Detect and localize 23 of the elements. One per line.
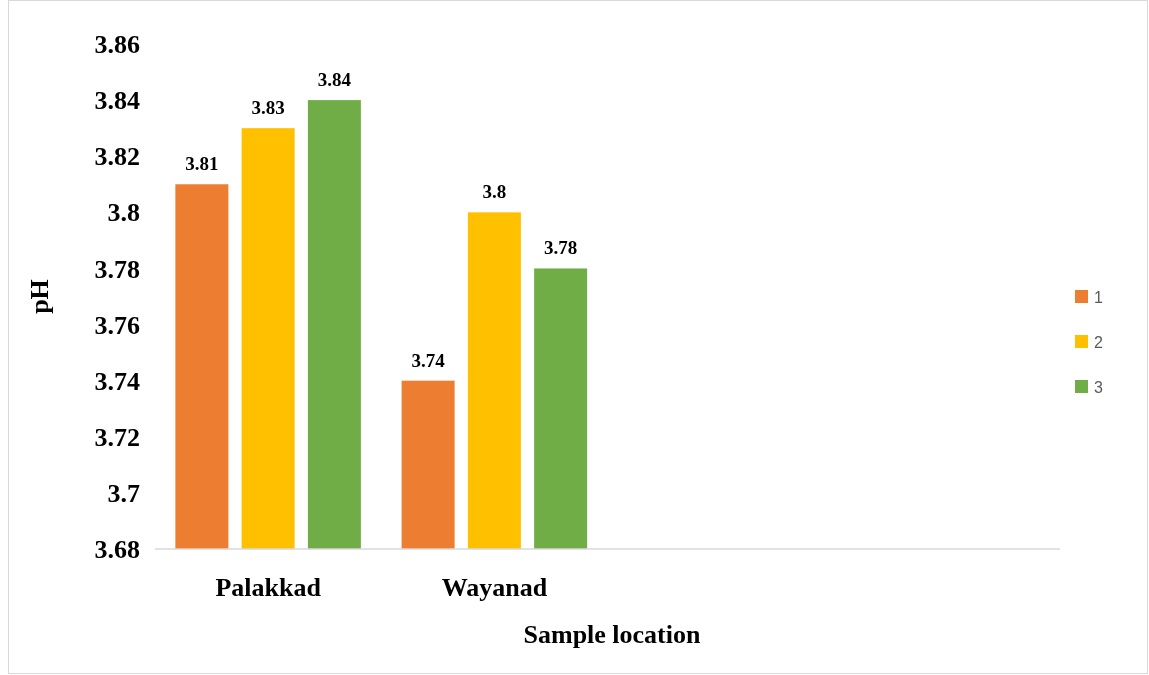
data-label: 3.83 — [251, 97, 285, 119]
y-tick-label: 3.76 — [94, 310, 140, 340]
x-tick-label: Wayanad — [441, 573, 548, 602]
x-axis-title: Sample location — [523, 620, 702, 649]
legend-label: 1 — [1094, 288, 1103, 306]
y-axis-title: pH — [25, 279, 54, 314]
legend-label: 2 — [1094, 333, 1103, 351]
data-label: 3.81 — [185, 153, 219, 175]
y-tick-label: 3.8 — [107, 198, 140, 228]
legend-label: 3 — [1094, 378, 1103, 396]
data-label: 3.84 — [317, 69, 352, 91]
y-tick-label: 3.84 — [94, 86, 140, 116]
y-tick-label: 3.7 — [107, 478, 140, 508]
y-tick-label: 3.74 — [94, 366, 140, 396]
y-tick-label: 3.82 — [94, 142, 140, 172]
x-tick-label: Palakkad — [215, 573, 322, 602]
data-label: 3.78 — [544, 237, 578, 259]
y-tick-label: 3.78 — [94, 254, 140, 284]
y-tick-label: 3.86 — [94, 30, 140, 60]
y-tick-label: 3.72 — [94, 422, 140, 452]
data-label: 3.8 — [482, 181, 507, 203]
y-tick-label: 3.68 — [94, 535, 140, 565]
data-label: 3.74 — [411, 349, 446, 371]
